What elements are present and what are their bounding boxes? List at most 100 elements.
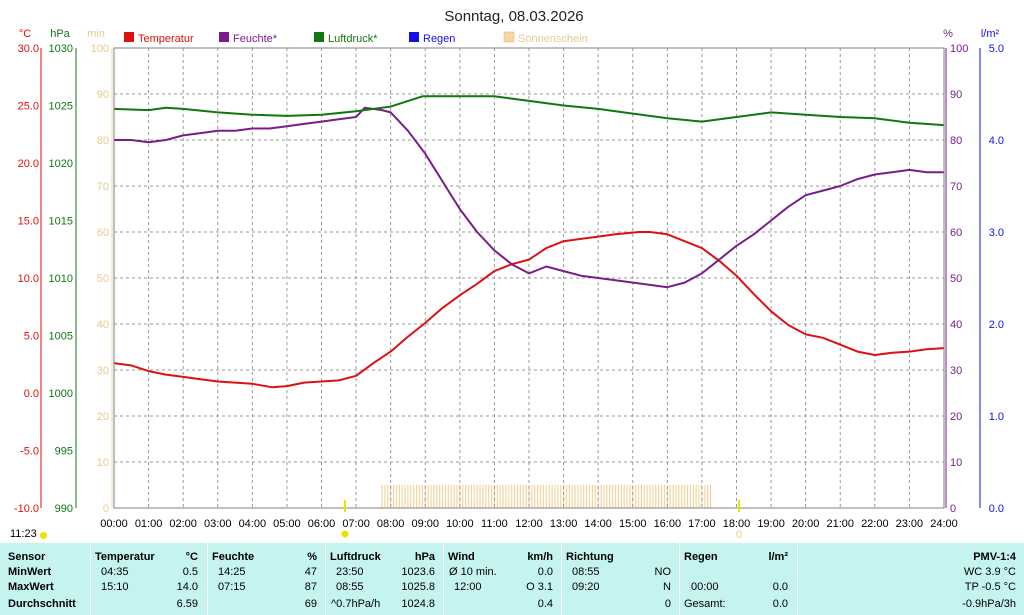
stats-min-temp-value: 0.5: [182, 566, 198, 578]
stats-max-press-value: 1025.8: [401, 581, 435, 593]
x-tick-label: 20:00: [792, 518, 820, 530]
x-tick-label: 06:00: [308, 518, 336, 530]
sunshine-tick-label: 70: [97, 181, 109, 193]
stats-header-wind: Wind: [448, 551, 475, 563]
stats-max-pmv: TP -0.5 °C: [964, 581, 1016, 593]
stats-header-pmv: PMV-1:4: [973, 551, 1016, 563]
humidity-tick-label: 100: [950, 43, 968, 55]
x-tick-label: 19:00: [757, 518, 785, 530]
stats-min-temp-time: 04:35: [101, 566, 129, 578]
temperature-tick-label: 20.0: [18, 158, 39, 170]
stats-avg-pmv: -0.9hPa/3h: [962, 598, 1016, 610]
stats-max-wind-value: O 3.1: [526, 581, 553, 593]
stats-min-press-time: 23:50: [336, 566, 364, 578]
stats-avg-rain-label: Gesamt:: [684, 598, 726, 610]
x-tick-label: 18:00: [723, 518, 751, 530]
stats-row-avg-label: Durchschnitt: [8, 598, 76, 610]
stats-max-hum-time: 07:15: [218, 581, 246, 593]
series-line-pressure: [113, 95, 945, 127]
legend-swatch-temperature: [124, 32, 134, 42]
sunshine-tick-label: 90: [97, 89, 109, 101]
humidity-tick-label: 10: [950, 457, 962, 469]
x-tick-label: 00:00: [100, 518, 128, 530]
stats-min-pmv: WC 3.9 °C: [963, 566, 1016, 578]
x-tick-label: 14:00: [584, 518, 612, 530]
x-tick-label: 12:00: [515, 518, 543, 530]
stats-header-temperature: Temperatur: [95, 551, 155, 563]
humidity-tick-label: 80: [950, 135, 962, 147]
pressure-tick-label: 1005: [49, 331, 73, 343]
x-tick-label: 11:00: [481, 518, 508, 530]
weather-chart: 00:00 01:00 02:00 03:00 04:00 05:00 06:00 07:00…: [14, 8, 1004, 541]
stats-max-press-time: 08:55: [336, 581, 364, 593]
legend-swatch-rain: [409, 32, 419, 42]
axis-labels: 00:00 01:00 02:00 03:00 04:00 05:00 06:00 07:00…: [14, 43, 1004, 530]
pressure-tick-label: 990: [55, 503, 73, 515]
stats-header-wind-unit: km/h: [527, 551, 553, 563]
stats-min-dir-value: NO: [654, 566, 672, 578]
column-divider: [561, 543, 562, 615]
stats-min-dir-time: 08:55: [572, 566, 600, 578]
x-tick-label: 17:00: [688, 518, 716, 530]
stats-avg-temp-value: 6.59: [176, 598, 198, 610]
stats-panel: Sensor Temperatur °C Feuchte % Luftdruck…: [0, 543, 1024, 615]
unit-sunshine: min: [87, 28, 105, 40]
sunshine-tick-label: 30: [97, 365, 109, 377]
sunshine-tick-label: 20: [97, 411, 109, 423]
time-markers: 0: [341, 500, 742, 541]
humidity-tick-label: 20: [950, 411, 962, 423]
stats-max-temp-value: 14.0: [176, 581, 198, 593]
stats-max-dir-value: N: [663, 581, 671, 593]
stats-header-humidity: Feuchte: [212, 551, 255, 563]
column-divider: [90, 543, 91, 615]
x-tick-label: 22:00: [861, 518, 889, 530]
humidity-tick-label: 60: [950, 227, 962, 239]
stats-header-rain: Regen: [684, 551, 718, 563]
stats-header-sensor: Sensor: [8, 551, 46, 563]
humidity-tick-label: 90: [950, 89, 962, 101]
stats-min-wind-value: 0.0: [537, 566, 553, 578]
temperature-tick-label: 15.0: [18, 216, 39, 228]
current-time: 11:23: [10, 528, 37, 540]
rain-tick-label: 2.0: [989, 319, 1004, 331]
stats-max-dir-time: 09:20: [572, 581, 600, 593]
humidity-tick-label: 0: [950, 503, 956, 515]
stats-avg-dir-value: 0: [664, 598, 671, 610]
x-tick-label: 07:00: [342, 518, 370, 530]
pressure-tick-label: 1020: [49, 158, 73, 170]
pressure-tick-label: 995: [55, 446, 73, 458]
stats-max-hum-value: 87: [304, 581, 317, 593]
x-tick-label: 23:00: [896, 518, 924, 530]
stats-row-min-label: MinWert: [8, 566, 52, 578]
stats-header-direction: Richtung: [566, 551, 614, 563]
column-divider: [443, 543, 444, 615]
stats-min-wind-label: Ø 10 min.: [449, 566, 497, 578]
column-divider: [207, 543, 208, 615]
x-tick-label: 04:00: [239, 518, 267, 530]
stats-header-pressure-unit: hPa: [414, 551, 435, 563]
sunshine-tick-label: 60: [97, 227, 109, 239]
stats-max-rain-value: 0.0: [772, 581, 788, 593]
x-tick-label: 05:00: [273, 518, 301, 530]
sunshine-tick-label: 80: [97, 135, 109, 147]
stats-avg-wind-value: 0.4: [537, 598, 553, 610]
legend-label-sunshine: Sonnenschein: [518, 33, 588, 45]
stats-min-press-value: 1023.6: [401, 566, 435, 578]
x-tick-label: 21:00: [826, 518, 854, 530]
temperature-tick-label: 5.0: [24, 331, 39, 343]
stats-header-rain-unit: l/m²: [768, 551, 788, 563]
x-tick-label: 01:00: [135, 518, 163, 530]
pressure-tick-label: 1000: [49, 388, 73, 400]
sunshine-tick-label: 50: [97, 273, 109, 285]
x-tick-label: 15:00: [619, 518, 647, 530]
humidity-tick-label: 30: [950, 365, 962, 377]
stats-max-wind-label: 12:00: [454, 581, 482, 593]
temperature-tick-label: 25.0: [18, 101, 39, 113]
plot-border: [113, 47, 945, 509]
series-line-temperature: [113, 231, 945, 389]
humidity-tick-label: 40: [950, 319, 962, 331]
stats-header-temperature-unit: °C: [185, 551, 198, 563]
sunshine-tick-label: 100: [91, 43, 109, 55]
stats-row-max-label: MaxWert: [8, 581, 54, 593]
sunshine-band: [381, 485, 712, 508]
